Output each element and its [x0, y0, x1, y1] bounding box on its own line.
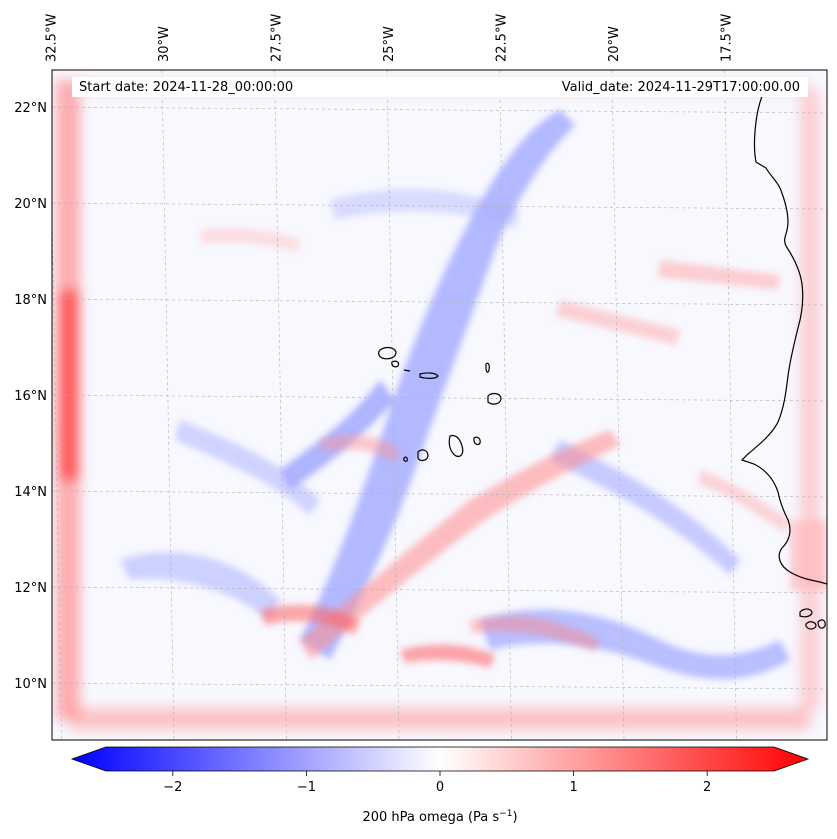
- meridian-line: [611, 70, 625, 740]
- longitude-tick-label: 32.5°W: [45, 14, 60, 62]
- cape-verde-santiago: [448, 434, 464, 457]
- coastlines: [378, 81, 827, 630]
- cape-verde-sao-vicente: [391, 360, 400, 368]
- cape-verde-brava: [403, 456, 408, 462]
- latitude-tick-label: 18°N: [14, 293, 47, 308]
- start-date-label: Start date: 2024-11-28_00:00:00: [79, 80, 293, 95]
- colorbar-title: 200 hPa omega (Pa s−1): [362, 809, 517, 825]
- cape-verde-sal: [485, 362, 490, 373]
- meridian-line: [274, 70, 287, 740]
- cape-verde-santa-luzia: [403, 369, 411, 372]
- map-panel: [52, 70, 827, 740]
- latitude-tick-label: 20°N: [14, 197, 47, 212]
- meridian-line: [386, 70, 400, 740]
- map-background: [52, 70, 827, 740]
- positive-omega-bands: [200, 228, 827, 668]
- meridian-line: [161, 70, 175, 740]
- latitude-tick-label: 22°N: [14, 101, 47, 116]
- cape-verde-boa-vista: [487, 392, 502, 405]
- longitude-tick-label: 17.5°W: [720, 14, 735, 62]
- colorbar-tick-label: 0: [436, 780, 444, 795]
- colorbar-tick-label: 1: [569, 780, 577, 795]
- header-box: [72, 77, 808, 97]
- graticule: [52, 70, 827, 740]
- colorbar-tick-label: −2: [163, 780, 182, 795]
- colorbar: −2 −1 0 1 2 200 hPa omega (Pa s−1): [70, 746, 810, 825]
- longitude-tick-label: 20°W: [607, 26, 622, 62]
- cape-verde-santo-antao: [378, 346, 397, 360]
- meridian-line: [724, 70, 737, 740]
- longitude-tick-label: 27.5°W: [270, 14, 285, 62]
- latitude-tick-labels: 22°N 20°N 18°N 16°N 14°N 12°N 10°N: [14, 101, 47, 692]
- africa-coastline: [740, 81, 827, 585]
- latitude-tick-label: 10°N: [14, 677, 47, 692]
- cape-verde-maio: [473, 436, 481, 446]
- colorbar-tick-label: −1: [297, 780, 316, 795]
- longitude-tick-label: 30°W: [157, 26, 172, 62]
- bijagos-islands: [799, 608, 826, 630]
- longitude-tick-label: 22.5°W: [495, 14, 510, 62]
- valid-date-label: Valid_date: 2024-11-29T17:00:00.00: [562, 80, 800, 95]
- longitude-tick-label: 25°W: [382, 26, 397, 62]
- cape-verde-sao-nicolau: [419, 372, 439, 379]
- negative-omega-bands: [120, 110, 790, 679]
- colorbar-title-exponent: −1: [499, 809, 512, 819]
- colorbar-scale: [70, 746, 810, 772]
- colorbar-title-main: 200 hPa omega (Pa s: [362, 810, 499, 825]
- meridian-line: [52, 192, 62, 740]
- latitude-tick-label: 16°N: [14, 389, 47, 404]
- meridian-line: [499, 70, 512, 740]
- latitude-tick-label: 14°N: [14, 485, 47, 500]
- colorbar-ticks: −2 −1 0 1 2: [163, 771, 711, 795]
- colorbar-title-close: ): [512, 810, 517, 825]
- cape-verde-fogo: [417, 449, 429, 462]
- latitude-tick-label: 12°N: [14, 581, 47, 596]
- colorbar-tick-label: 2: [703, 780, 711, 795]
- longitude-tick-labels: 32.5°W 30°W 27.5°W 25°W 22.5°W 20°W 17.5°W: [45, 14, 735, 62]
- omega-field: [56, 80, 827, 730]
- map-frame: [51, 69, 828, 741]
